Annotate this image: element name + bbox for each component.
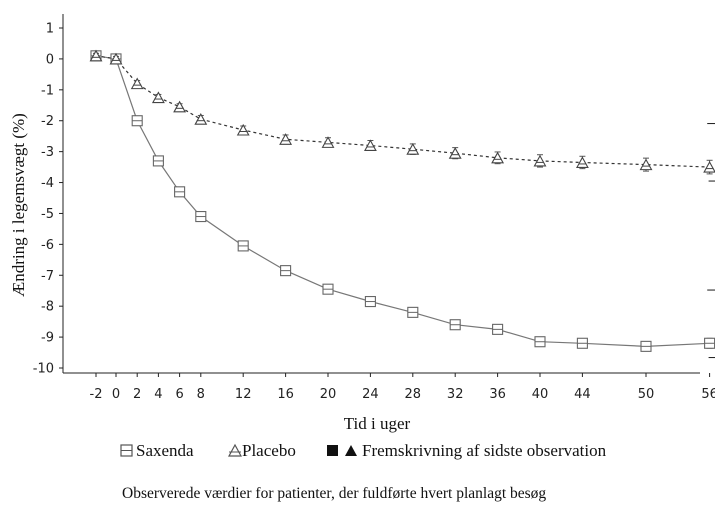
x-tick-label: 12	[235, 387, 252, 402]
legend-square-filled-icon	[327, 445, 338, 456]
legend-item-saxenda: Saxenda	[120, 441, 194, 460]
footnote: Observerede værdier for patienter, der f…	[122, 485, 546, 502]
x-tick-label: 8	[197, 387, 205, 402]
locf-label: −8.0	[706, 282, 715, 297]
y-tick-label: -1	[41, 83, 54, 98]
legend-label-locf: Fremskrivning af sidste observation	[362, 441, 607, 460]
data-point-placebo	[279, 133, 293, 145]
series-layer	[95, 55, 710, 348]
x-axis-title: Tid i uger	[344, 414, 411, 433]
data-point-placebo	[639, 158, 653, 171]
x-tick-label: 20	[320, 387, 337, 402]
data-point-placebo	[109, 52, 123, 65]
y-tick-label: -6	[41, 238, 54, 253]
y-axis-title: Ændring i legemsvægt (%)	[9, 113, 28, 297]
x-tick-label: 0	[112, 387, 120, 402]
locf-label: −2.6	[706, 115, 715, 130]
x-tick-label: -2	[90, 387, 103, 402]
y-tick-label: -4	[41, 176, 54, 191]
data-point-placebo	[533, 154, 547, 167]
end-label: −9.2	[707, 349, 715, 364]
x-tick-label: 28	[405, 387, 422, 402]
data-point-placebo	[130, 77, 144, 90]
x-tick-label: 56	[701, 387, 715, 402]
x-tick-label: 16	[277, 387, 294, 402]
y-tick-label: -10	[33, 362, 54, 377]
x-tick-label: 2	[133, 387, 141, 402]
y-tick-label: -7	[41, 269, 54, 284]
y-tick-label: 0	[46, 52, 54, 67]
axes: 10-1-2-3-4-5-6-7-8-9-10-2 0 2 4 6 8 12 16 20 24 28…	[33, 14, 715, 402]
x-tick-label: 40	[532, 387, 549, 402]
data-point-placebo	[448, 147, 462, 159]
y-tick-label: -5	[41, 207, 54, 222]
legend-triangle-open-icon	[227, 443, 243, 457]
end-label: −3.5	[707, 173, 715, 188]
data-point-placebo	[363, 139, 377, 152]
x-tick-label: 24	[362, 387, 379, 402]
legend-item-placebo: Placebo	[227, 441, 296, 460]
y-tick-label: -2	[41, 114, 54, 129]
data-point-placebo	[575, 156, 589, 169]
data-point-placebo	[89, 49, 103, 62]
legend: Saxenda Placebo Fremskrivning af sidste …	[120, 441, 607, 460]
y-tick-label: -9	[41, 331, 54, 346]
data-point-placebo	[194, 113, 208, 125]
series-line-placebo	[95, 55, 710, 168]
data-point-placebo	[236, 123, 250, 136]
x-tick-label: 6	[175, 387, 183, 402]
data-point-placebo	[321, 136, 335, 148]
data-point-placebo	[703, 160, 715, 173]
legend-label-placebo: Placebo	[242, 441, 296, 460]
x-tick-label: 44	[574, 387, 591, 402]
x-tick-label: 50	[638, 387, 655, 402]
y-tick-label: 1	[46, 22, 54, 37]
data-point-placebo	[173, 100, 187, 113]
data-point-placebo	[406, 143, 420, 155]
y-tick-label: -8	[41, 300, 54, 315]
data-point-placebo	[151, 91, 165, 104]
y-tick-label: -3	[41, 145, 54, 160]
legend-item-locf: Fremskrivning af sidste observation	[327, 441, 607, 460]
x-tick-label: 4	[154, 387, 162, 402]
x-tick-label: 32	[447, 387, 464, 402]
series-line-saxenda	[95, 55, 710, 348]
legend-triangle-filled-icon	[345, 445, 357, 456]
x-tick-label: 36	[489, 387, 506, 402]
legend-label-saxenda: Saxenda	[136, 441, 194, 460]
data-point-placebo	[491, 151, 505, 164]
marks-layer: −8.0 −2.6 −3.5 −9.2	[89, 49, 715, 364]
